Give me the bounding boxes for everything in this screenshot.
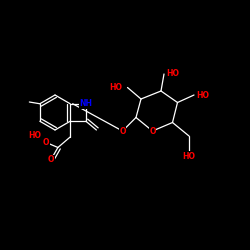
Text: NH: NH [80,99,92,108]
Text: O: O [119,126,126,136]
Text: HO: HO [196,90,209,100]
Text: HO: HO [110,83,122,92]
Text: HO: HO [28,131,41,140]
Text: HO: HO [182,152,196,160]
Text: O: O [48,155,54,164]
Text: O: O [149,126,156,136]
Text: HO: HO [166,70,179,78]
Text: O: O [42,138,49,147]
